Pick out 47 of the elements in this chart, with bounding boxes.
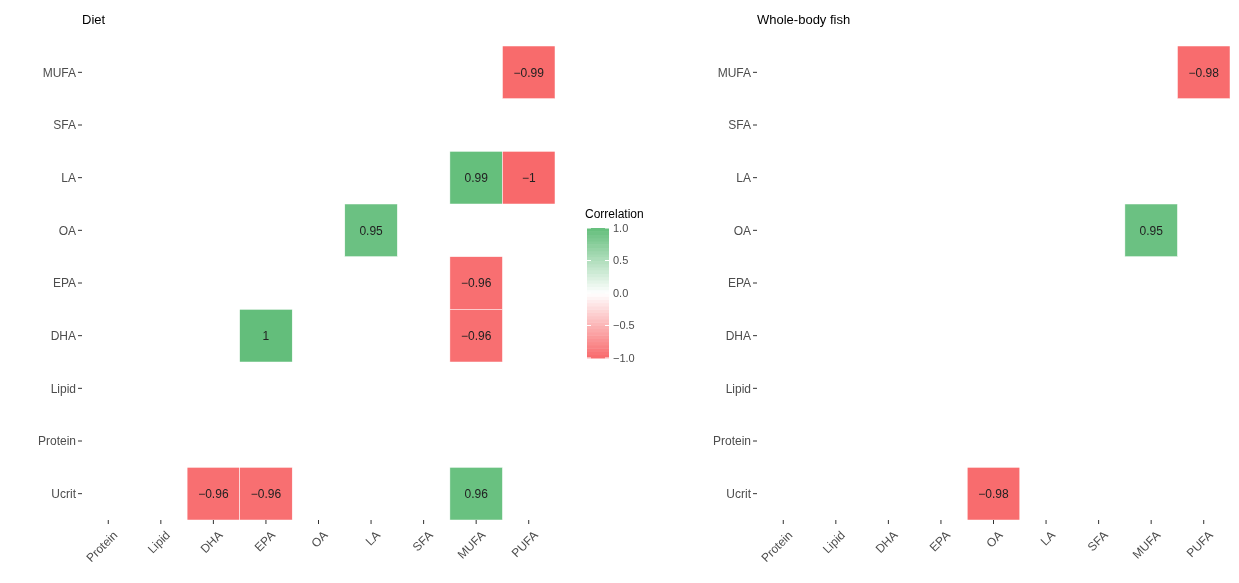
color-bar-label: −1.0 [613,351,635,364]
y-tick-label: LA [61,170,76,185]
y-tick-label: MUFA [717,65,751,80]
y-tick-label: Protein [37,434,76,449]
color-bar-label: −0.5 [613,319,635,332]
y-tick-label: Protein [712,434,751,449]
y-tick-label: EPA [727,276,751,291]
x-tick-label: EPA [926,528,954,555]
y-tick-label: OA [733,223,751,238]
chart-title: Diet [82,12,106,27]
data-label: −0.98 [978,486,1009,501]
data-label: 0.96 [464,486,489,501]
x-tick-label: LA [362,528,384,549]
x-tick-label: OA [308,528,331,551]
y-tick-label: OA [58,223,76,238]
data-label: −0.96 [198,486,229,501]
y-tick-label: SFA [728,118,751,133]
color-bar-title: Correlation [585,207,644,221]
x-tick-label: EPA [251,528,279,555]
y-tick-label: Lipid [50,381,76,396]
chart-title: Whole-body fish [757,12,851,27]
data-label: −1 [521,170,536,185]
x-tick-label: SFA [1084,528,1111,555]
y-tick-label: DHA [725,328,751,343]
data-label: −0.96 [250,486,282,501]
color-bar-label: 1.0 [613,221,629,234]
x-tick-label: LA [1037,528,1059,549]
data-label: −0.99 [513,65,545,80]
data-label: 0.95 [359,223,384,238]
y-tick-label: EPA [52,276,76,291]
color-bar-label: 0.0 [613,286,629,299]
x-tick-label: SFA [409,528,436,555]
y-tick-label: MUFA [42,65,76,80]
color-bar-label: 0.5 [613,254,629,267]
data-label: −0.96 [460,328,492,343]
data-label: 0.99 [464,170,489,185]
data-label: −0.96 [460,276,492,291]
y-tick-label: Lipid [725,381,751,396]
y-tick-label: SFA [53,118,76,133]
y-tick-label: LA [736,170,751,185]
x-tick-label: OA [983,528,1006,551]
y-tick-label: Ucrit [726,486,752,501]
data-label: 0.95 [1139,223,1164,238]
y-tick-label: DHA [50,328,76,343]
y-tick-label: Ucrit [51,486,77,501]
data-label: 1 [262,328,270,343]
data-label: −0.98 [1188,65,1220,80]
